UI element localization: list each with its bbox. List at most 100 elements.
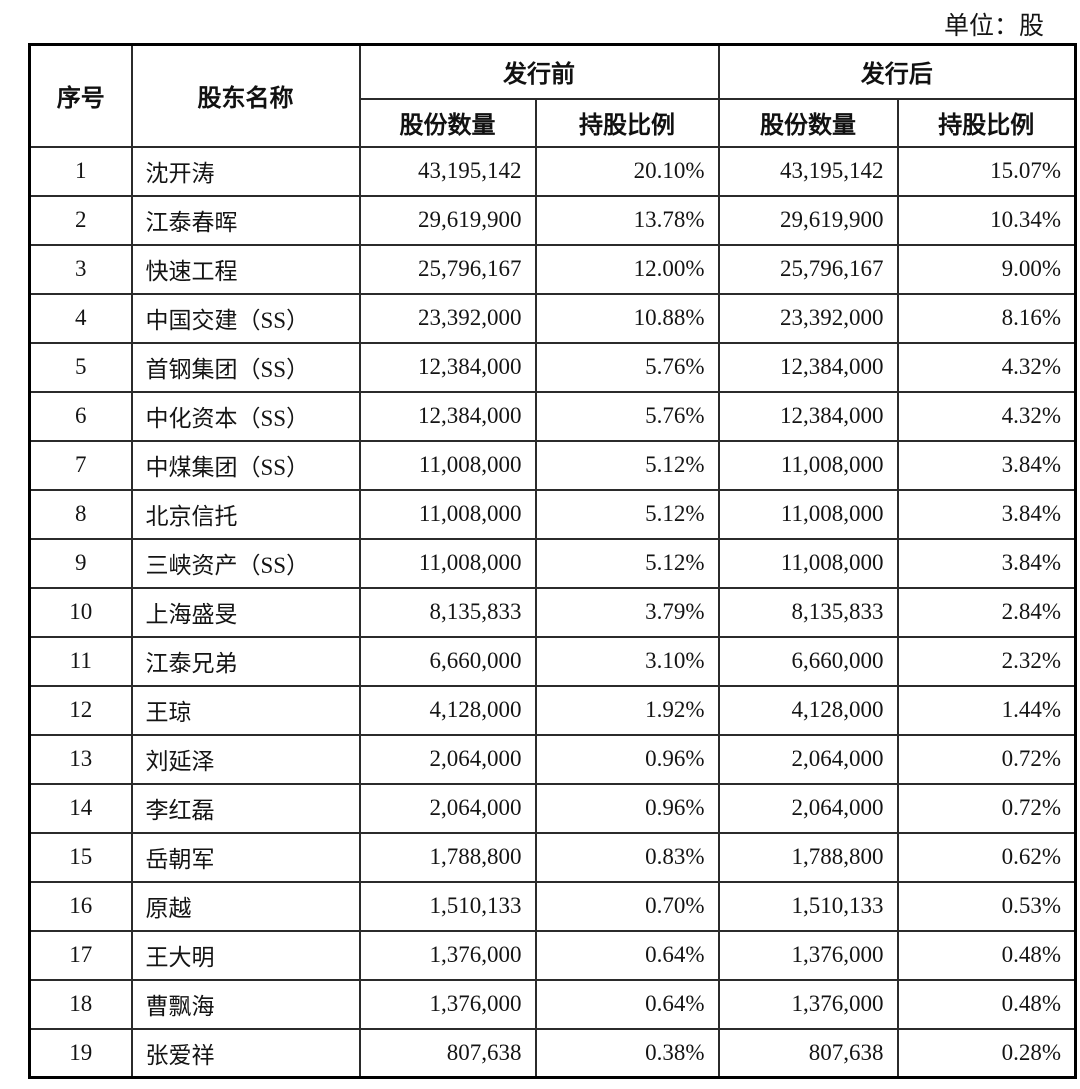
cell-post-shares: 2,064,000 — [717, 733, 899, 785]
cell-index: 19 — [28, 1027, 133, 1079]
cell-index: 8 — [28, 488, 133, 540]
cell-pre-shares: 11,008,000 — [358, 537, 537, 589]
cell-pre-ratio: 0.64% — [534, 929, 720, 981]
cell-post-ratio: 3.84% — [896, 537, 1077, 589]
cell-pre-ratio: 0.70% — [534, 880, 720, 932]
cell-pre-ratio: 5.12% — [534, 537, 720, 589]
cell-index: 7 — [28, 439, 133, 491]
cell-post-shares: 43,195,142 — [717, 145, 899, 197]
unit-label: 单位：股 — [943, 13, 1044, 40]
cell-pre-shares: 1,788,800 — [358, 831, 537, 883]
cell-pre-ratio: 0.96% — [534, 782, 720, 834]
cell-shareholder-name: 首钢集团（SS） — [130, 341, 361, 393]
col-group-pre-issuance: 发行前 — [358, 43, 720, 100]
cell-post-shares: 6,660,000 — [717, 635, 899, 687]
table-row: 2 江泰春晖 29,619,900 13.78% 29,619,900 10.34% — [28, 194, 1077, 246]
col-header-post-ratio: 持股比例 — [896, 97, 1077, 148]
table-row: 13 刘延泽 2,064,000 0.96% 2,064,000 0.72% — [28, 733, 1077, 785]
cell-pre-shares: 11,008,000 — [358, 439, 537, 491]
col-header-index: 序号 — [28, 43, 133, 148]
cell-shareholder-name: 中国交建（SS） — [130, 292, 361, 344]
cell-post-shares: 11,008,000 — [717, 488, 899, 540]
cell-index: 16 — [28, 880, 133, 932]
table-row: 12 王琼 4,128,000 1.92% 4,128,000 1.44% — [28, 684, 1077, 736]
cell-index: 14 — [28, 782, 133, 834]
cell-post-shares: 25,796,167 — [717, 243, 899, 295]
table-row: 1 沈开涛 43,195,142 20.10% 43,195,142 15.07% — [28, 145, 1077, 197]
col-header-pre-ratio: 持股比例 — [534, 97, 720, 148]
shareholders-table: 序号 股东名称 发行前 发行后 股份数量 持股比例 股份数量 持股比例 1 沈开涛… — [28, 43, 1077, 1079]
cell-post-ratio: 4.32% — [896, 341, 1077, 393]
cell-pre-ratio: 5.12% — [534, 488, 720, 540]
cell-post-shares: 1,510,133 — [717, 880, 899, 932]
cell-pre-ratio: 1.92% — [534, 684, 720, 736]
cell-post-ratio: 15.07% — [896, 145, 1077, 197]
cell-pre-shares: 12,384,000 — [358, 341, 537, 393]
table-row: 14 李红磊 2,064,000 0.96% 2,064,000 0.72% — [28, 782, 1077, 834]
cell-post-ratio: 0.48% — [896, 978, 1077, 1030]
table-row: 15 岳朝军 1,788,800 0.83% 1,788,800 0.62% — [28, 831, 1077, 883]
cell-index: 10 — [28, 586, 133, 638]
cell-pre-ratio: 3.79% — [534, 586, 720, 638]
table-row: 11 江泰兄弟 6,660,000 3.10% 6,660,000 2.32% — [28, 635, 1077, 687]
cell-pre-ratio: 0.64% — [534, 978, 720, 1030]
cell-pre-shares: 12,384,000 — [358, 390, 537, 442]
cell-post-ratio: 2.84% — [896, 586, 1077, 638]
table-row: 3 快速工程 25,796,167 12.00% 25,796,167 9.00% — [28, 243, 1077, 295]
cell-post-shares: 1,788,800 — [717, 831, 899, 883]
cell-pre-shares: 25,796,167 — [358, 243, 537, 295]
cell-pre-shares: 1,376,000 — [358, 978, 537, 1030]
cell-shareholder-name: 王大明 — [130, 929, 361, 981]
cell-shareholder-name: 曹飘海 — [130, 978, 361, 1030]
cell-pre-ratio: 0.96% — [534, 733, 720, 785]
cell-shareholder-name: 江泰春晖 — [130, 194, 361, 246]
cell-pre-ratio: 0.38% — [534, 1027, 720, 1079]
cell-post-shares: 29,619,900 — [717, 194, 899, 246]
cell-shareholder-name: 上海盛旻 — [130, 586, 361, 638]
header-sub-row: 股份数量 持股比例 股份数量 持股比例 — [30, 97, 1077, 148]
cell-index: 13 — [28, 733, 133, 785]
cell-post-ratio: 3.84% — [896, 488, 1077, 540]
table-row: 10 上海盛旻 8,135,833 3.79% 8,135,833 2.84% — [28, 586, 1077, 638]
cell-post-shares: 2,064,000 — [717, 782, 899, 834]
cell-pre-ratio: 0.83% — [534, 831, 720, 883]
cell-post-shares: 12,384,000 — [717, 390, 899, 442]
cell-pre-ratio: 12.00% — [534, 243, 720, 295]
cell-post-shares: 11,008,000 — [717, 537, 899, 589]
table-row: 17 王大明 1,376,000 0.64% 1,376,000 0.48% — [28, 929, 1077, 981]
cell-post-ratio: 0.72% — [896, 782, 1077, 834]
cell-shareholder-name: 李红磊 — [130, 782, 361, 834]
cell-pre-shares: 23,392,000 — [358, 292, 537, 344]
cell-shareholder-name: 北京信托 — [130, 488, 361, 540]
cell-pre-ratio: 5.12% — [534, 439, 720, 491]
cell-post-shares: 4,128,000 — [717, 684, 899, 736]
cell-shareholder-name: 王琼 — [130, 684, 361, 736]
cell-shareholder-name: 岳朝军 — [130, 831, 361, 883]
cell-pre-ratio: 10.88% — [534, 292, 720, 344]
cell-post-ratio: 0.62% — [896, 831, 1077, 883]
cell-post-shares: 23,392,000 — [717, 292, 899, 344]
cell-pre-shares: 6,660,000 — [358, 635, 537, 687]
cell-pre-shares: 29,619,900 — [358, 194, 537, 246]
cell-index: 1 — [28, 145, 133, 197]
cell-index: 17 — [28, 929, 133, 981]
table-row: 16 原越 1,510,133 0.70% 1,510,133 0.53% — [28, 880, 1077, 932]
cell-post-shares: 8,135,833 — [717, 586, 899, 638]
table-row: 19 张爱祥 807,638 0.38% 807,638 0.28% — [28, 1027, 1077, 1079]
cell-index: 9 — [28, 537, 133, 589]
cell-shareholder-name: 张爱祥 — [130, 1027, 361, 1079]
table-row: 18 曹飘海 1,376,000 0.64% 1,376,000 0.48% — [28, 978, 1077, 1030]
cell-shareholder-name: 中化资本（SS） — [130, 390, 361, 442]
cell-pre-ratio: 13.78% — [534, 194, 720, 246]
cell-post-ratio: 10.34% — [896, 194, 1077, 246]
cell-post-shares: 1,376,000 — [717, 929, 899, 981]
cell-post-ratio: 0.53% — [896, 880, 1077, 932]
table-row: 9 三峡资产（SS） 11,008,000 5.12% 11,008,000 3.84% — [28, 537, 1077, 589]
header-group-row: 序号 股东名称 发行前 发行后 — [28, 43, 1077, 148]
cell-post-ratio: 0.72% — [896, 733, 1077, 785]
cell-shareholder-name: 刘延泽 — [130, 733, 361, 785]
cell-shareholder-name: 快速工程 — [130, 243, 361, 295]
col-header-post-shares: 股份数量 — [717, 97, 899, 148]
cell-shareholder-name: 江泰兄弟 — [130, 635, 361, 687]
